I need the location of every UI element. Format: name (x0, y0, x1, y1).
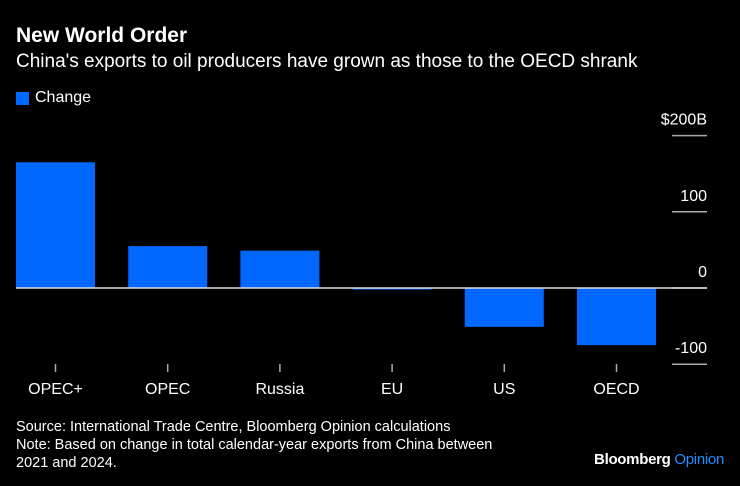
bar-oecd (577, 288, 656, 346)
bar-eu (352, 288, 432, 290)
y-tick-label: $200B (661, 112, 707, 129)
x-tick-label: OPEC+ (28, 381, 83, 398)
y-tick-label: 0 (698, 264, 707, 281)
legend-label: Change (35, 89, 92, 106)
y-tick-label: -100 (675, 340, 707, 357)
footnote: Source: International Trade Centre, Bloo… (16, 418, 492, 472)
x-tick-label: EU (381, 381, 403, 398)
bar-opec-plus (16, 162, 95, 288)
chart-title: New World Order (16, 24, 188, 47)
x-tick-label: Russia (255, 381, 304, 398)
note-text-2: 2021 and 2024. (16, 455, 117, 471)
bar-us (464, 288, 544, 327)
chart-subtitle: China's exports to oil producers have gr… (16, 51, 638, 72)
x-tick-label: OPEC (145, 381, 190, 398)
bar-russia (240, 250, 320, 288)
bar-opec (128, 246, 208, 288)
note-text: Note: Based on change in total calendar-… (16, 437, 493, 453)
source-text: Source: International Trade Centre, Bloo… (16, 419, 451, 435)
y-tick-label: 100 (680, 188, 707, 205)
x-tick-label: US (493, 381, 515, 398)
legend: Change (16, 89, 91, 107)
x-tick-label: OECD (593, 381, 639, 398)
legend-swatch (16, 91, 29, 105)
brand-logo: Bloomberg Opinion (594, 451, 724, 468)
